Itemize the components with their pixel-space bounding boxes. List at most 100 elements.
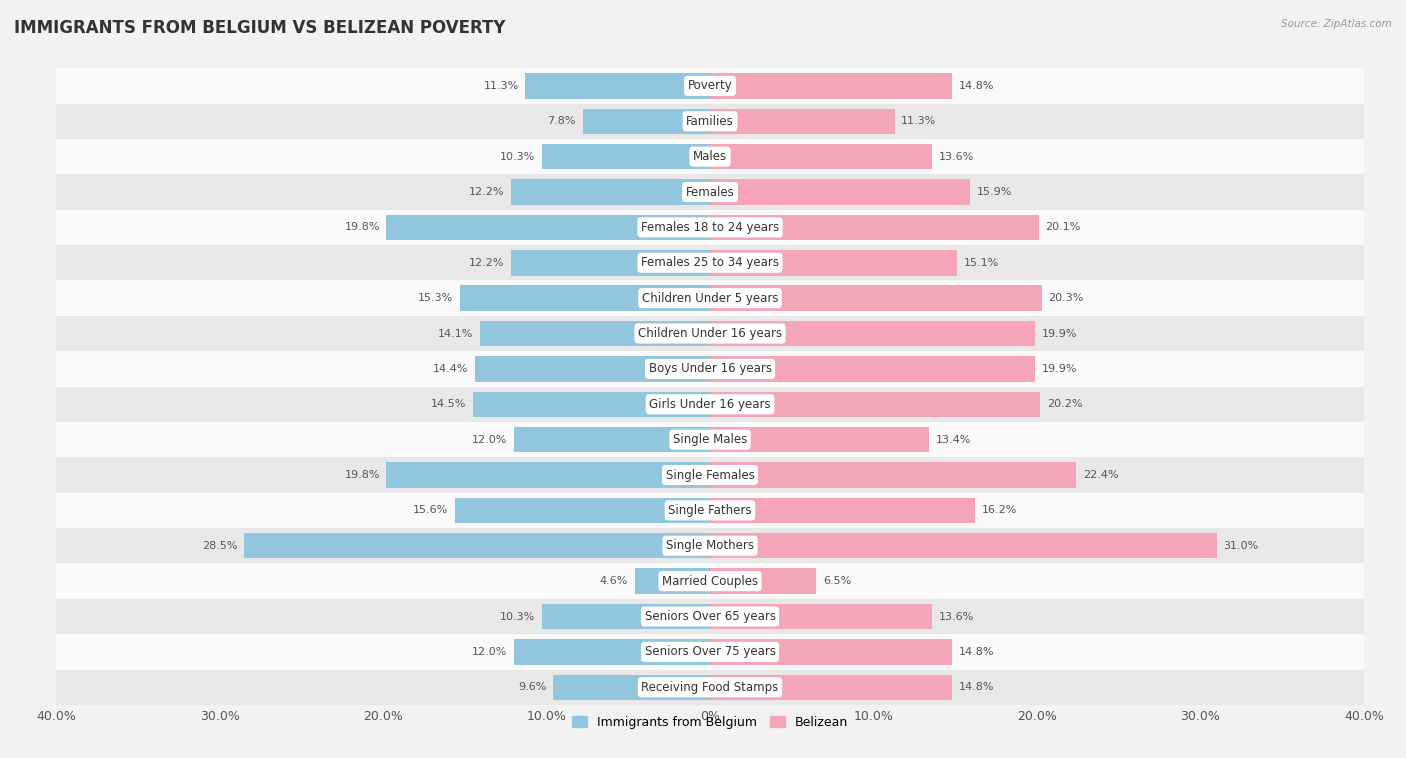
Bar — [56, 387, 1364, 422]
Bar — [710, 498, 974, 523]
Text: Families: Families — [686, 114, 734, 128]
Text: 28.5%: 28.5% — [202, 540, 238, 551]
Bar — [710, 604, 932, 629]
Bar — [56, 280, 1364, 316]
Text: 20.3%: 20.3% — [1049, 293, 1084, 303]
Bar — [710, 250, 957, 275]
Bar — [710, 108, 894, 134]
Bar — [56, 599, 1364, 634]
Text: 19.9%: 19.9% — [1042, 328, 1077, 339]
Text: 9.6%: 9.6% — [519, 682, 547, 692]
Bar — [710, 180, 970, 205]
Text: 14.8%: 14.8% — [959, 81, 994, 91]
Bar — [456, 498, 710, 523]
Bar — [56, 493, 1364, 528]
Bar — [56, 174, 1364, 210]
Text: 11.3%: 11.3% — [484, 81, 519, 91]
Bar — [553, 675, 710, 700]
Text: 12.0%: 12.0% — [472, 647, 508, 657]
Bar — [710, 427, 929, 453]
Bar — [510, 180, 710, 205]
Text: 13.6%: 13.6% — [939, 612, 974, 622]
Text: Children Under 16 years: Children Under 16 years — [638, 327, 782, 340]
Bar — [541, 604, 710, 629]
Bar — [710, 356, 1035, 381]
Bar — [636, 568, 710, 594]
Bar — [710, 74, 952, 99]
Text: 16.2%: 16.2% — [981, 506, 1017, 515]
Bar — [56, 210, 1364, 245]
Text: 19.9%: 19.9% — [1042, 364, 1077, 374]
Bar — [710, 286, 1042, 311]
Text: 14.1%: 14.1% — [437, 328, 472, 339]
Text: 14.8%: 14.8% — [959, 682, 994, 692]
Text: Females 25 to 34 years: Females 25 to 34 years — [641, 256, 779, 269]
Bar — [56, 316, 1364, 351]
Bar — [582, 108, 710, 134]
Text: IMMIGRANTS FROM BELGIUM VS BELIZEAN POVERTY: IMMIGRANTS FROM BELGIUM VS BELIZEAN POVE… — [14, 19, 506, 37]
Bar — [510, 250, 710, 275]
Bar — [56, 245, 1364, 280]
Text: 20.2%: 20.2% — [1046, 399, 1083, 409]
Bar — [387, 462, 710, 487]
Bar — [56, 68, 1364, 104]
Bar — [475, 356, 710, 381]
Text: 10.3%: 10.3% — [501, 152, 536, 161]
Text: 20.1%: 20.1% — [1045, 222, 1080, 233]
Bar — [710, 462, 1076, 487]
Bar — [245, 533, 710, 559]
Bar — [387, 215, 710, 240]
Legend: Immigrants from Belgium, Belizean: Immigrants from Belgium, Belizean — [567, 711, 853, 734]
Bar — [710, 392, 1040, 417]
Text: 12.2%: 12.2% — [468, 187, 505, 197]
Text: 31.0%: 31.0% — [1223, 540, 1258, 551]
Text: Females 18 to 24 years: Females 18 to 24 years — [641, 221, 779, 234]
Bar — [56, 422, 1364, 457]
Text: 12.0%: 12.0% — [472, 434, 508, 445]
Text: 14.4%: 14.4% — [433, 364, 468, 374]
Text: 19.8%: 19.8% — [344, 222, 380, 233]
Text: 22.4%: 22.4% — [1083, 470, 1118, 480]
Bar — [541, 144, 710, 169]
Text: 13.6%: 13.6% — [939, 152, 974, 161]
Bar — [479, 321, 710, 346]
Text: 11.3%: 11.3% — [901, 116, 936, 127]
Bar — [515, 427, 710, 453]
Bar — [710, 144, 932, 169]
Bar — [515, 639, 710, 665]
Text: Males: Males — [693, 150, 727, 163]
Text: Seniors Over 75 years: Seniors Over 75 years — [644, 645, 776, 659]
Text: Single Females: Single Females — [665, 468, 755, 481]
Text: 19.8%: 19.8% — [344, 470, 380, 480]
Text: 6.5%: 6.5% — [823, 576, 851, 586]
Bar — [710, 568, 817, 594]
Text: Poverty: Poverty — [688, 80, 733, 92]
Text: 7.8%: 7.8% — [547, 116, 576, 127]
Text: Married Couples: Married Couples — [662, 575, 758, 587]
Text: 14.5%: 14.5% — [432, 399, 467, 409]
Text: Seniors Over 65 years: Seniors Over 65 years — [644, 610, 776, 623]
Bar — [56, 139, 1364, 174]
Text: 4.6%: 4.6% — [600, 576, 628, 586]
Text: 13.4%: 13.4% — [935, 434, 972, 445]
Bar — [56, 563, 1364, 599]
Bar — [710, 215, 1039, 240]
Bar — [526, 74, 710, 99]
Text: 15.1%: 15.1% — [963, 258, 998, 268]
Text: 15.3%: 15.3% — [418, 293, 453, 303]
Text: Receiving Food Stamps: Receiving Food Stamps — [641, 681, 779, 694]
Bar — [56, 104, 1364, 139]
Bar — [56, 634, 1364, 669]
Text: Girls Under 16 years: Girls Under 16 years — [650, 398, 770, 411]
Bar — [56, 669, 1364, 705]
Text: Boys Under 16 years: Boys Under 16 years — [648, 362, 772, 375]
Bar — [710, 321, 1035, 346]
Bar — [56, 457, 1364, 493]
Bar — [56, 528, 1364, 563]
Bar — [460, 286, 710, 311]
Text: Children Under 5 years: Children Under 5 years — [641, 292, 779, 305]
Text: Females: Females — [686, 186, 734, 199]
Bar — [710, 533, 1216, 559]
Bar — [710, 675, 952, 700]
Text: Single Mothers: Single Mothers — [666, 539, 754, 553]
